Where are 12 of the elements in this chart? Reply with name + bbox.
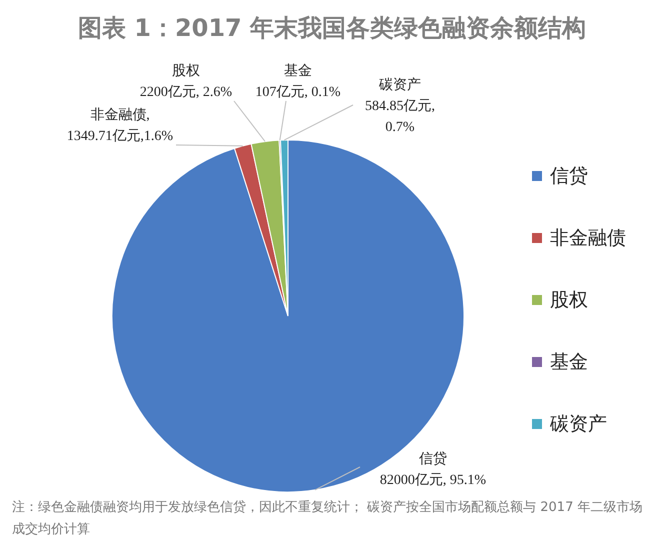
legend-label: 基金 <box>549 351 589 375</box>
text: 注：绿色金融债融资均用于发放绿色信贷，因此不重复统计； 碳资产按全国市场配额总额与 2017 年二级市场成交均价计算 <box>11 499 644 539</box>
legend-label: 信贷 <box>549 165 589 189</box>
chart-title: 图表 1：2017 年末我国各类绿色融资余额结构 <box>76 13 588 44</box>
data-label: 基金 107亿元, 0.1% <box>255 63 341 100</box>
data-label: 股权 2200亿元, 2.6% <box>140 63 232 100</box>
data-label: 非金融债, 1349.71亿元,1.6% <box>66 107 174 144</box>
legend-label: 非金融债 <box>549 227 626 251</box>
legend-label: 股权 <box>549 289 589 313</box>
legend-label: 碳资产 <box>549 413 608 437</box>
data-label: 信贷 82000亿元, 95.1% <box>380 451 486 488</box>
data-label: 碳资产 584.85亿元, 0.7% <box>365 77 435 135</box>
